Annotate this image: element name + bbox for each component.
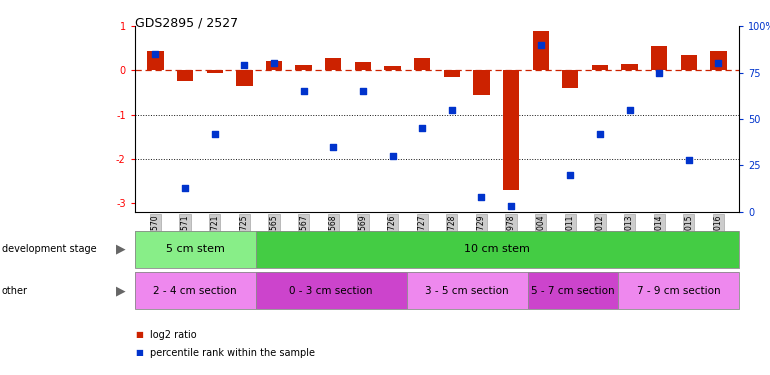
Text: ■: ■ bbox=[135, 348, 142, 357]
Point bbox=[238, 62, 250, 68]
Bar bbox=[355, 63, 371, 70]
Bar bbox=[592, 65, 608, 70]
Bar bbox=[474, 70, 490, 95]
Bar bbox=[527, 272, 618, 309]
Bar bbox=[256, 231, 739, 268]
Bar bbox=[177, 70, 193, 81]
Point bbox=[446, 107, 458, 113]
Point bbox=[297, 88, 310, 94]
Bar bbox=[135, 272, 256, 309]
Point bbox=[564, 172, 577, 178]
Text: development stage: development stage bbox=[2, 244, 96, 254]
Point bbox=[209, 131, 221, 137]
Point bbox=[505, 203, 517, 209]
Point bbox=[712, 60, 725, 66]
Bar bbox=[325, 58, 341, 70]
Text: ▶: ▶ bbox=[116, 284, 125, 297]
Point bbox=[624, 107, 636, 113]
Point bbox=[653, 70, 665, 76]
Text: 2 - 4 cm section: 2 - 4 cm section bbox=[153, 286, 237, 296]
Point bbox=[357, 88, 369, 94]
Bar bbox=[621, 64, 638, 70]
Bar bbox=[710, 51, 727, 70]
Text: 7 - 9 cm section: 7 - 9 cm section bbox=[637, 286, 721, 296]
Bar bbox=[135, 231, 256, 268]
Text: 5 - 7 cm section: 5 - 7 cm section bbox=[531, 286, 614, 296]
Point bbox=[387, 153, 399, 159]
Text: GDS2895 / 2527: GDS2895 / 2527 bbox=[135, 17, 238, 30]
Point bbox=[268, 60, 280, 66]
Bar bbox=[256, 272, 407, 309]
Text: ■: ■ bbox=[135, 330, 142, 339]
Point bbox=[327, 144, 340, 150]
Bar bbox=[407, 272, 527, 309]
Point bbox=[475, 194, 487, 200]
Point bbox=[534, 42, 547, 48]
Bar bbox=[206, 70, 223, 73]
Bar bbox=[681, 55, 697, 70]
Bar bbox=[414, 58, 430, 70]
Bar bbox=[266, 61, 282, 70]
Bar bbox=[296, 65, 312, 70]
Point bbox=[683, 157, 695, 163]
Bar bbox=[236, 70, 253, 86]
Point bbox=[179, 185, 191, 191]
Text: other: other bbox=[2, 286, 28, 296]
Text: percentile rank within the sample: percentile rank within the sample bbox=[150, 348, 315, 357]
Bar bbox=[651, 46, 668, 70]
Text: 5 cm stem: 5 cm stem bbox=[166, 244, 225, 254]
Bar bbox=[444, 70, 460, 77]
Point bbox=[594, 131, 606, 137]
Point bbox=[149, 51, 162, 57]
Text: log2 ratio: log2 ratio bbox=[150, 330, 197, 340]
Bar bbox=[503, 70, 519, 190]
Bar bbox=[533, 31, 549, 70]
Text: ▶: ▶ bbox=[116, 243, 125, 256]
Bar bbox=[384, 66, 400, 70]
Bar bbox=[562, 70, 578, 88]
Bar bbox=[618, 272, 739, 309]
Point bbox=[416, 125, 428, 131]
Bar bbox=[147, 51, 164, 70]
Text: 10 cm stem: 10 cm stem bbox=[464, 244, 531, 254]
Text: 0 - 3 cm section: 0 - 3 cm section bbox=[290, 286, 373, 296]
Text: 3 - 5 cm section: 3 - 5 cm section bbox=[425, 286, 509, 296]
